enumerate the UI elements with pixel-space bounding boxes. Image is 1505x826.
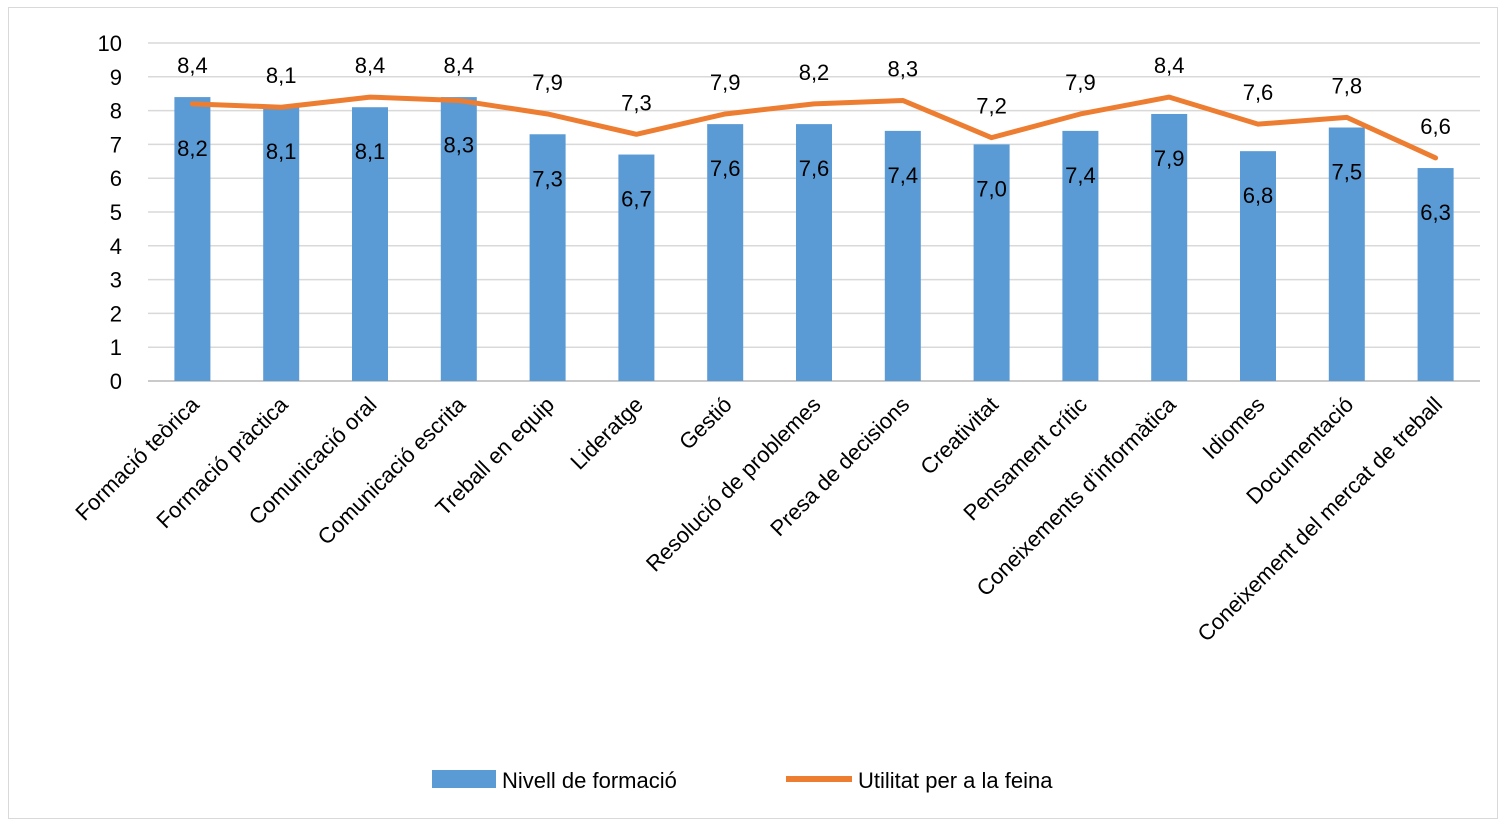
bar [529,134,566,381]
bar [440,97,477,381]
bar-data-label: 8,1 [266,139,297,164]
bar [884,130,921,381]
y-tick-label: 5 [110,200,122,225]
bar-data-label: 6,3 [1420,200,1451,225]
line-data-label: 7,9 [1065,70,1096,95]
bar-data-label: 8,3 [444,132,475,157]
bar-data-label: 6,7 [621,187,652,212]
bar-data-label: 7,4 [888,163,919,188]
line-data-label: 8,4 [177,53,208,78]
y-tick-label: 9 [110,65,122,90]
chart-frame [8,7,1498,819]
bar [796,124,832,382]
x-category-label: Idiomes [1197,392,1269,464]
bar-data-label: 8,2 [177,136,208,161]
y-tick-label: 0 [110,369,122,394]
y-tick-label: 1 [110,335,122,360]
bar [707,124,744,382]
x-category-label: Gestió [674,392,737,455]
y-tick-label: 10 [98,31,122,56]
bar-data-labels: 8,2 8,1 8,1 8,3 7,3 6,7 7,6 7,6 7,4 7,0 7,4 7,9 6,8 7… [177,132,1451,225]
bar-data-label: 7,9 [1154,146,1185,171]
line-data-label: 7,9 [532,70,563,95]
legend-swatch-bar [432,770,496,788]
line-data-label: 7,9 [710,70,741,95]
bar [352,107,388,381]
legend-label-bar: Nivell de formació [502,768,677,793]
bar [1151,113,1188,381]
bar-data-label: 6,8 [1243,183,1274,208]
line-data-label: 7,2 [976,94,1007,119]
y-tick-label: 4 [110,234,122,259]
bar [1328,127,1365,381]
line-data-label: 8,4 [1154,53,1185,78]
series-line [189,94,1439,161]
line-data-label: 8,4 [355,53,386,78]
x-category-label: Lideratge [565,392,648,475]
line-data-label: 7,8 [1332,73,1363,98]
y-tick-label: 8 [110,99,122,124]
line-data-label: 7,6 [1243,80,1274,105]
x-category-label: Resolució de problemes [641,392,826,577]
bar-series [174,97,1454,382]
line-data-label: 8,1 [266,63,297,88]
y-tick-label: 2 [110,301,122,326]
y-axis: 0 1 2 3 4 5 6 7 8 9 10 [98,31,122,394]
bar [174,97,211,381]
bar [973,144,1010,381]
line-data-labels: 8,4 8,1 8,4 8,4 7,9 7,3 7,9 8,2 8,3 7,2 7,9 8,4 7,6 7… [177,53,1451,139]
x-category-label: Comunicació escrita [313,391,471,549]
bar [1417,168,1454,381]
bar-data-label: 7,0 [976,176,1007,201]
bar-data-label: 7,3 [532,166,563,191]
bar [618,154,655,381]
y-tick-label: 7 [110,132,122,157]
legend-label-line: Utilitat per a la feina [858,768,1053,793]
y-tick-label: 3 [110,268,122,293]
bar-data-label: 7,6 [710,156,741,181]
bar-data-label: 7,5 [1332,160,1363,185]
line-data-label: 8,2 [799,60,830,85]
y-tick-label: 6 [110,166,122,191]
bar-data-label: 7,6 [799,156,830,181]
bar-data-label: 8,1 [355,139,386,164]
bar [1240,151,1276,381]
bar [1062,130,1099,381]
bar [263,107,300,381]
line-data-label: 8,4 [444,53,475,78]
bar-data-label: 7,4 [1065,163,1096,188]
legend: Nivell de formació Utilitat per a la fei… [432,768,1053,793]
line-series [189,94,1439,161]
line-data-label: 8,3 [888,56,919,81]
x-category-label: Creativitat [915,392,1003,480]
line-data-label: 7,3 [621,90,652,115]
line-data-label: 6,6 [1420,114,1451,139]
